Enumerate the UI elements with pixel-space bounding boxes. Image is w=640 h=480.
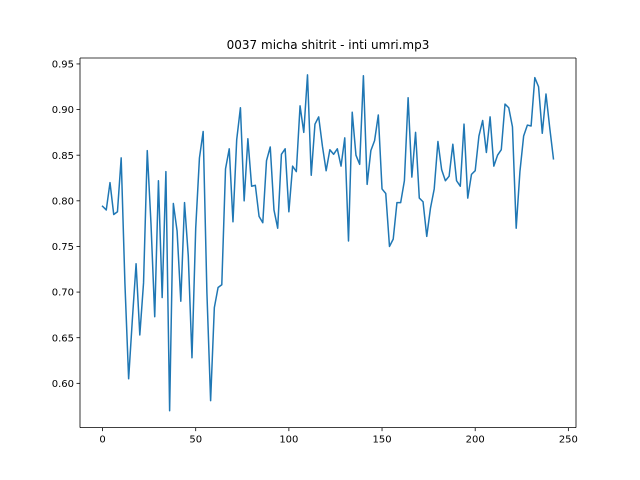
x-tick-label: 100 <box>279 435 298 446</box>
x-tick-label: 0 <box>99 435 105 446</box>
plot-area <box>80 58 576 428</box>
x-tick-label: 150 <box>372 435 391 446</box>
x-tick-label: 250 <box>559 435 578 446</box>
chart-title: 0037 micha shitrit - inti umri.mp3 <box>227 38 430 52</box>
axes-frame <box>79 57 577 429</box>
y-axis: 0.60 0.65 0.70 0.75 0.80 0.85 0.90 0.95 <box>52 60 80 390</box>
y-tick-label: 0.65 <box>52 333 74 344</box>
x-tick-label: 200 <box>466 435 485 446</box>
y-tick-label: 0.60 <box>52 379 74 390</box>
x-tick-label: 50 <box>189 435 202 446</box>
y-tick-label: 0.95 <box>52 60 74 71</box>
series-group <box>101 74 555 412</box>
y-tick-label: 0.85 <box>52 151 74 162</box>
y-tick-label: 0.75 <box>52 242 74 253</box>
y-tick-label: 0.70 <box>52 288 74 299</box>
y-tick-label: 0.90 <box>52 105 74 116</box>
x-axis: 0 50 100 150 200 250 <box>99 427 578 446</box>
y-tick-label: 0.80 <box>52 196 74 207</box>
series-line <box>101 74 555 412</box>
